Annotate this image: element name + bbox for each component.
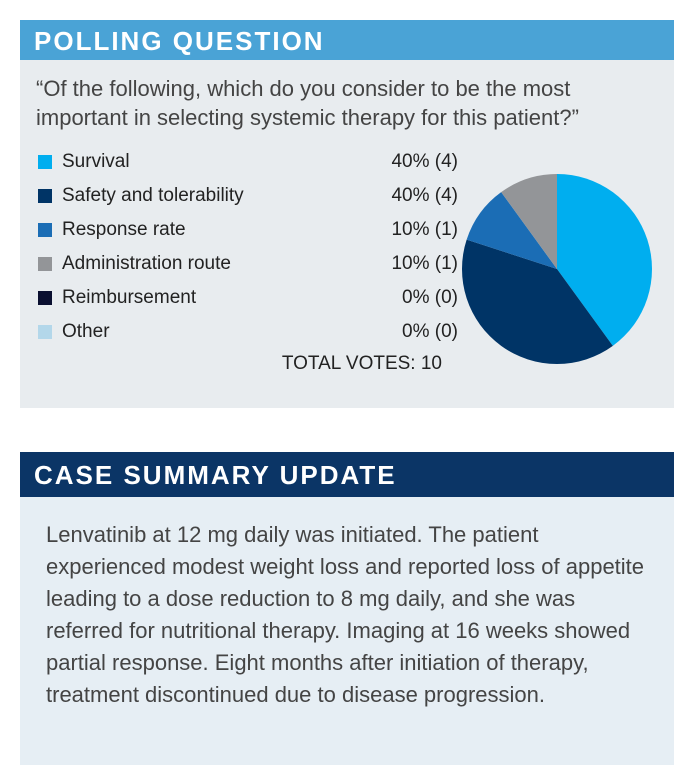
legend-value: 40% (4) [391,185,458,206]
case-summary-text: Lenvatinib at 12 mg daily was initiated.… [46,522,645,707]
legend-item: Reimbursement 0% (0) [38,287,458,311]
pie-chart [462,174,652,364]
pie-slice-survival [557,174,652,346]
legend-swatch [38,291,52,305]
legend-label: Administration route [62,253,231,274]
legend-item: Safety and tolerability 40% (4) [38,185,458,209]
case-summary-header: CASE SUMMARY UPDATE [20,452,674,497]
legend-swatch [38,155,52,169]
legend-swatch [38,223,52,237]
legend-value: 0% (0) [402,287,458,308]
legend-value: 10% (1) [391,219,458,240]
polling-question-header: POLLING QUESTION [20,20,674,60]
legend-item: Survival 40% (4) [38,151,458,175]
pie-slice-response-rate [466,192,557,269]
legend-swatch [38,257,52,271]
legend-label: Reimbursement [62,287,197,308]
pie-slice-safety-and-tolerability [462,239,613,364]
legend-label: Other [62,321,110,342]
legend-value: 40% (4) [391,151,458,172]
legend-item: Other 0% (0) [38,321,458,345]
legend-value: 0% (0) [402,321,458,342]
legend-label: Response rate [62,219,186,240]
legend-swatch [38,189,52,203]
legend-swatch [38,325,52,339]
polling-panel: “Of the following, which do you consider… [20,60,674,408]
legend-value: 10% (1) [391,253,458,274]
poll-question: “Of the following, which do you consider… [36,76,579,130]
pie-slice-administration-route [501,174,557,269]
legend-label: Safety and tolerability [62,185,244,206]
total-votes: TOTAL VOTES: 10 [281,353,442,374]
legend-item: Response rate 10% (1) [38,219,458,243]
legend-item: Administration route 10% (1) [38,253,458,277]
case-summary-panel: Lenvatinib at 12 mg daily was initiated.… [20,497,674,765]
legend-label: Survival [62,151,130,172]
